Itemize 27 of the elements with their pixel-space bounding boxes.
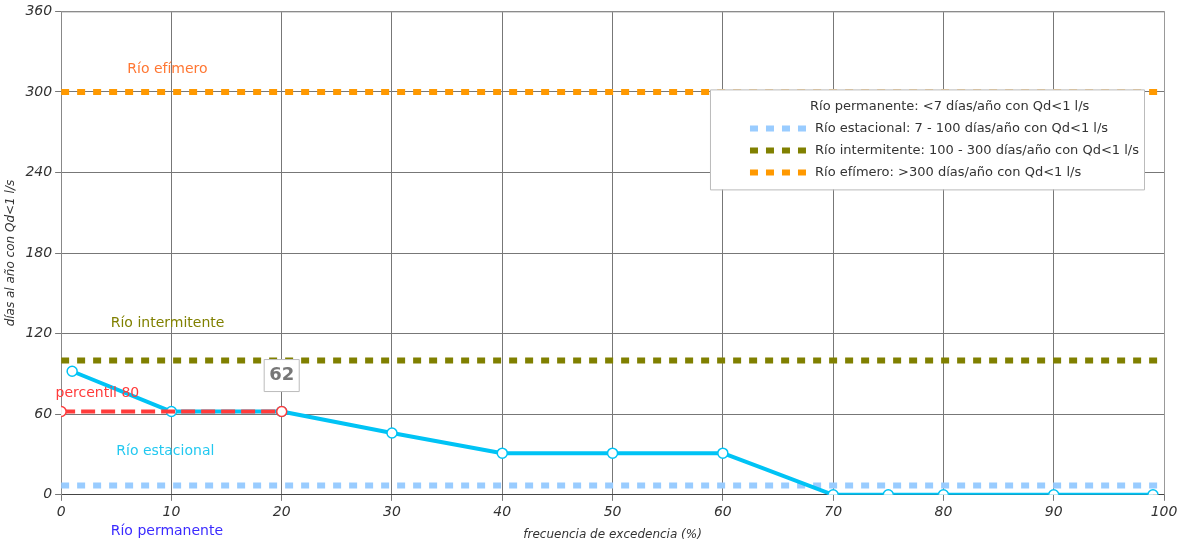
x-tick-label: 50 [603,502,622,519]
x-tick-label: 60 [713,502,732,519]
y-tick-label: 180 [25,243,53,260]
y-tick-label: 240 [25,163,53,180]
y-axis-title: días al año con Qd<1 l/s [3,179,18,327]
annotation: Río intermitente [110,313,225,330]
legend-title: Río permanente: <7 días/año con Qd<1 l/s [809,97,1090,113]
text: Río permanente [110,521,224,538]
x-tick-label: 40 [493,502,512,519]
y-tick-label: 60 [34,404,53,421]
x-tick-label: 80 [934,502,953,519]
x-axis-title: frecuencia de excedencia (%) [523,526,702,541]
x-tick-label: 30 [383,502,401,519]
y-tick-label: 120 [25,324,53,341]
x-tick-label: 90 [1044,502,1063,519]
x-tick-label: 10 [162,502,181,519]
legend-label: Río intermitente: 100 - 300 días/año con Qd<1 l/s [814,141,1140,157]
x-tick-label: 0 [56,502,66,519]
legend-label: Río efímero: >300 días/año con Qd<1 l/s [814,163,1082,179]
y-tick-label: 300 [25,82,53,99]
y-tick-label: 0 [43,485,53,502]
x-tick-label: 100 [1150,502,1178,519]
x-tick-label: 20 [272,502,291,519]
annotation: 62 [269,363,295,385]
legend-label: Río estacional: 7 - 100 días/año con Qd<1 l/s [814,119,1109,135]
y-tick-label: 360 [25,2,53,19]
x-tick-label: 70 [824,502,843,519]
